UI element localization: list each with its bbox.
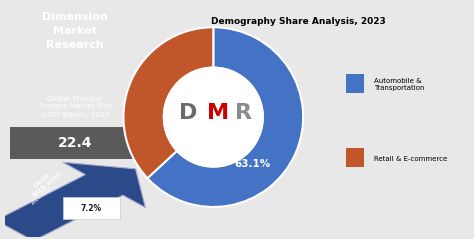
Wedge shape [123, 27, 213, 178]
Wedge shape [147, 27, 303, 207]
Text: 7.2%: 7.2% [81, 203, 102, 212]
Text: 63.1%: 63.1% [235, 159, 271, 169]
Text: Global Physical
Therapy Market Size
(USD Billion), 2023: Global Physical Therapy Market Size (USD… [37, 96, 112, 118]
Text: 2023-2032: 2023-2032 [30, 185, 54, 206]
Text: D: D [179, 103, 197, 123]
Text: CAGR
2023-2032: CAGR 2023-2032 [27, 166, 63, 199]
Text: Dimension
Market
Research: Dimension Market Research [42, 12, 108, 50]
Text: Demography Share Analysis, 2023: Demography Share Analysis, 2023 [210, 17, 385, 26]
Text: Retail & E-commerce: Retail & E-commerce [374, 156, 447, 162]
FancyBboxPatch shape [10, 127, 139, 159]
Text: Automobile &
Transportation: Automobile & Transportation [374, 78, 425, 91]
FancyBboxPatch shape [346, 74, 364, 93]
Circle shape [164, 67, 263, 167]
FancyBboxPatch shape [63, 197, 120, 218]
Text: R: R [236, 103, 252, 123]
FancyBboxPatch shape [346, 148, 364, 168]
Text: 22.4: 22.4 [57, 136, 92, 150]
Text: M: M [207, 103, 229, 123]
Polygon shape [0, 162, 146, 239]
